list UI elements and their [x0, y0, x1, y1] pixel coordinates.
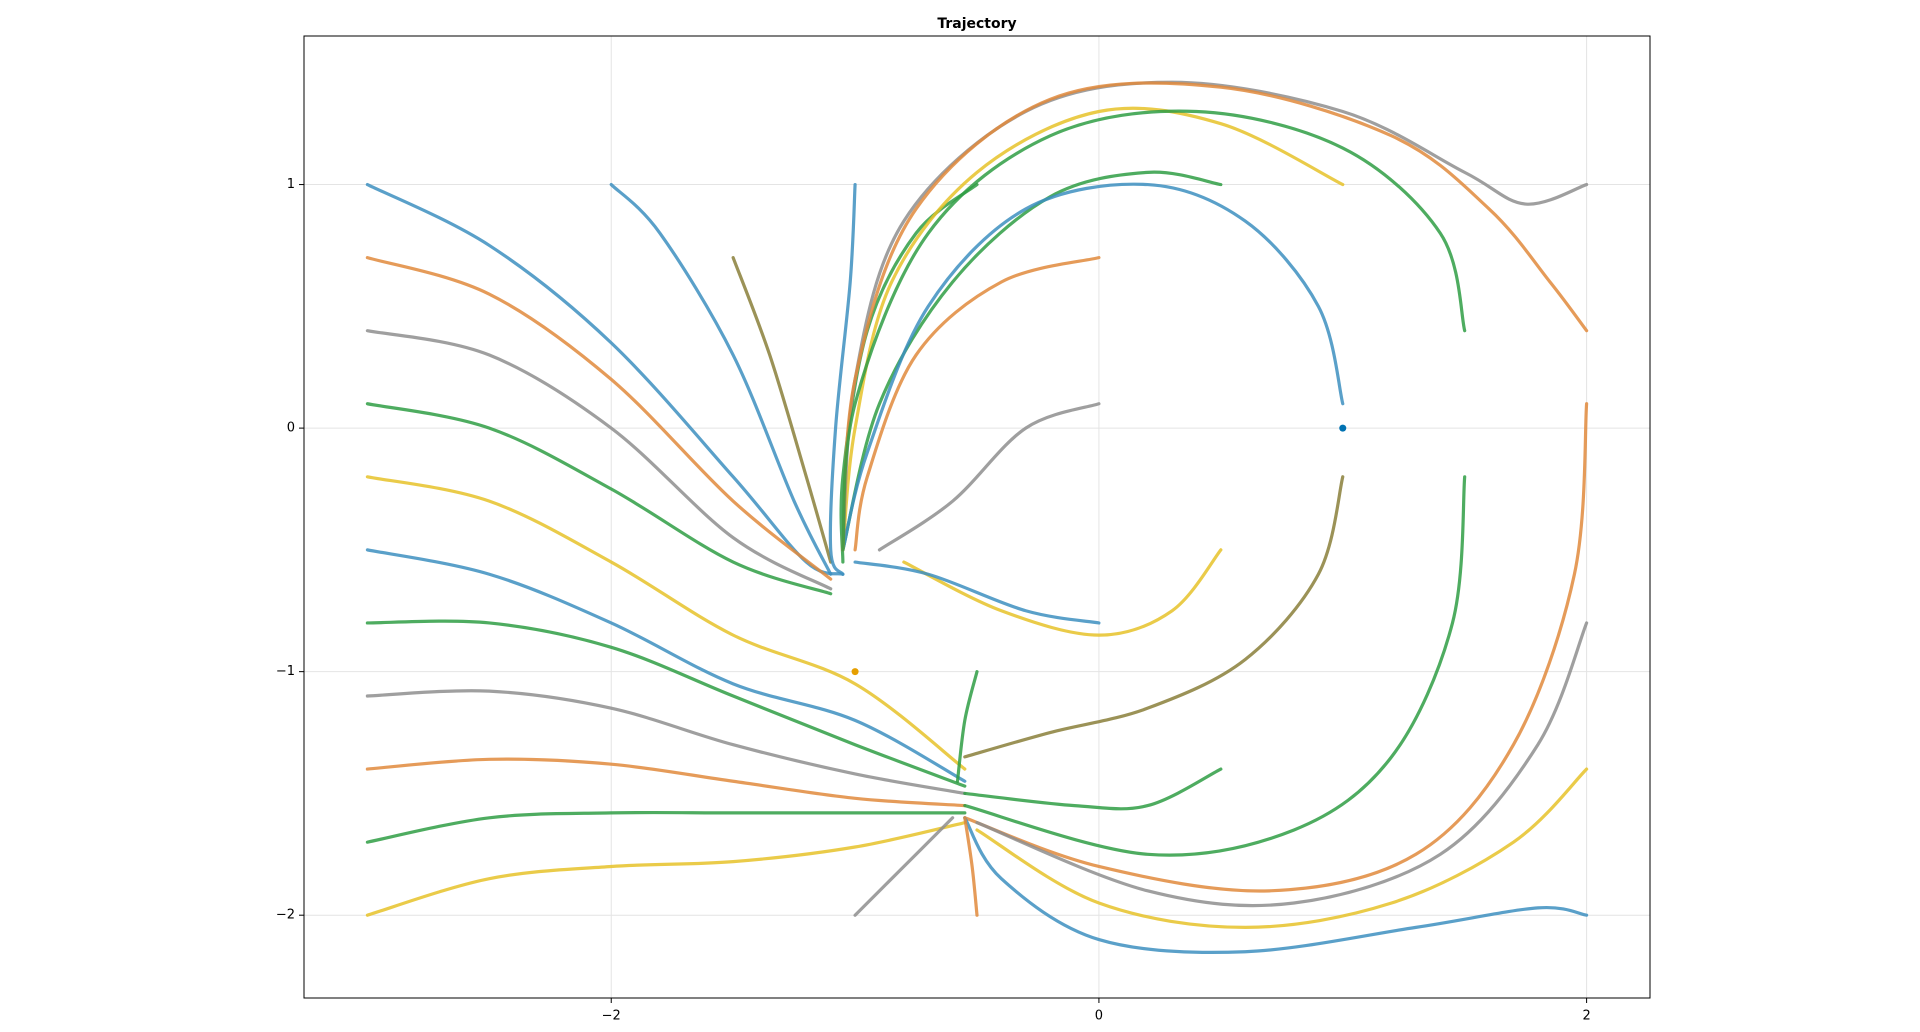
trajectory: [963, 816, 979, 917]
trajectory: [963, 402, 1589, 893]
trajectory: [955, 670, 979, 783]
trajectory: [841, 81, 1589, 552]
trajectory: [975, 621, 1589, 908]
y-tick-label: 1: [287, 177, 295, 192]
trajectory: [365, 548, 967, 783]
trajectory: [853, 816, 955, 917]
trajectory: [841, 80, 1589, 552]
y-tick-label: −2: [276, 908, 295, 923]
point: [1339, 424, 1347, 432]
plot-area: [365, 80, 1589, 955]
trajectory: [365, 402, 833, 596]
x-tick-label: 0: [1095, 1009, 1103, 1024]
y-tick-label: −1: [276, 664, 295, 679]
trajectory: [365, 329, 833, 591]
point: [851, 668, 859, 676]
trajectory: [841, 182, 1345, 552]
trajectory: [963, 767, 1223, 811]
x-tick-label: −2: [602, 1009, 621, 1024]
trajectory: [841, 106, 1345, 552]
trajectory: [365, 256, 833, 581]
trajectory: [975, 767, 1589, 929]
trajectory: [841, 109, 1467, 552]
trajectory: [365, 475, 967, 771]
trajectory: [853, 560, 1101, 625]
trajectory: [828, 182, 857, 576]
ticks: −2 0 2 −2 −1 0 1: [276, 177, 1591, 1023]
trajectory: [963, 475, 1345, 759]
trajectory: [365, 821, 967, 917]
trajectory: [365, 689, 967, 796]
trajectory: [841, 170, 1223, 552]
trajectory: [853, 256, 1101, 552]
trajectory: [731, 256, 833, 564]
x-tick-label: 2: [1582, 1009, 1590, 1024]
trajectory: [877, 402, 1101, 552]
trajectory: [902, 548, 1223, 637]
trajectory: [609, 182, 833, 576]
trajectory: [963, 816, 1589, 955]
trajectory: [963, 475, 1467, 857]
trajectory: [365, 810, 967, 844]
chart-title: Trajectory: [937, 16, 1016, 32]
trajectory: [365, 619, 967, 788]
y-tick-label: 0: [287, 421, 295, 436]
trajectory: [365, 757, 967, 808]
trajectory: [365, 182, 845, 576]
frame: [303, 35, 1651, 999]
